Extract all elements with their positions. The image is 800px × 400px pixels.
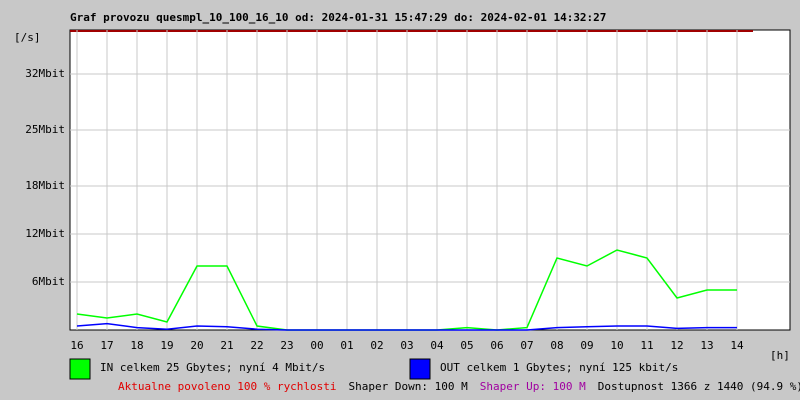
footer-text: Aktualne povoleno 100 % rychlosti [118, 380, 337, 393]
x-tick-label: 02 [370, 339, 383, 352]
x-tick-label: 22 [250, 339, 263, 352]
footer-text: Shaper Up: 100 M [480, 380, 586, 393]
x-axis-label: [h] [770, 349, 790, 362]
x-tick-label: 05 [460, 339, 473, 352]
x-tick-label: 04 [430, 339, 444, 352]
y-tick-label: 6Mbit [32, 275, 65, 288]
legend-label: OUT celkem 1 Gbytes; nyní 125 kbit/s [440, 361, 678, 374]
x-tick-label: 13 [700, 339, 713, 352]
x-tick-label: 23 [280, 339, 293, 352]
y-tick-label: 18Mbit [25, 179, 65, 192]
x-tick-label: 09 [580, 339, 593, 352]
chart-title: Graf provozu quesmpl_10_100_16_10 od: 20… [70, 11, 606, 24]
x-tick-label: 08 [550, 339, 563, 352]
x-tick-label: 16 [70, 339, 83, 352]
x-tick-label: 07 [520, 339, 533, 352]
footer-text: Shaper Down: 100 M [349, 380, 469, 393]
footer-text: Dostupnost 1366 z 1440 (94.9 %) [598, 380, 800, 393]
x-tick-label: 06 [490, 339, 503, 352]
y-tick-label: 25Mbit [25, 123, 65, 136]
x-tick-label: 18 [130, 339, 143, 352]
series-line [76, 322, 737, 331]
x-tick-label: 17 [100, 339, 113, 352]
x-tick-label: 11 [640, 339, 653, 352]
x-tick-label: 00 [310, 339, 323, 352]
legend-swatch [69, 358, 91, 380]
plot-area [69, 29, 791, 331]
x-tick-label: 14 [730, 339, 744, 352]
legend-swatch [409, 358, 431, 380]
legend-label: IN celkem 25 Gbytes; nyní 4 Mbit/s [100, 361, 325, 374]
x-tick-label: 19 [160, 339, 173, 352]
y-tick-label: 32Mbit [25, 67, 65, 80]
x-tick-label: 03 [400, 339, 413, 352]
x-tick-label: 10 [610, 339, 623, 352]
x-tick-label: 01 [340, 339, 353, 352]
y-tick-label: 12Mbit [25, 227, 65, 240]
x-tick-label: 21 [220, 339, 233, 352]
x-tick-label: 12 [670, 339, 683, 352]
x-tick-label: 20 [190, 339, 203, 352]
y-unit-label: [/s] [14, 31, 41, 44]
